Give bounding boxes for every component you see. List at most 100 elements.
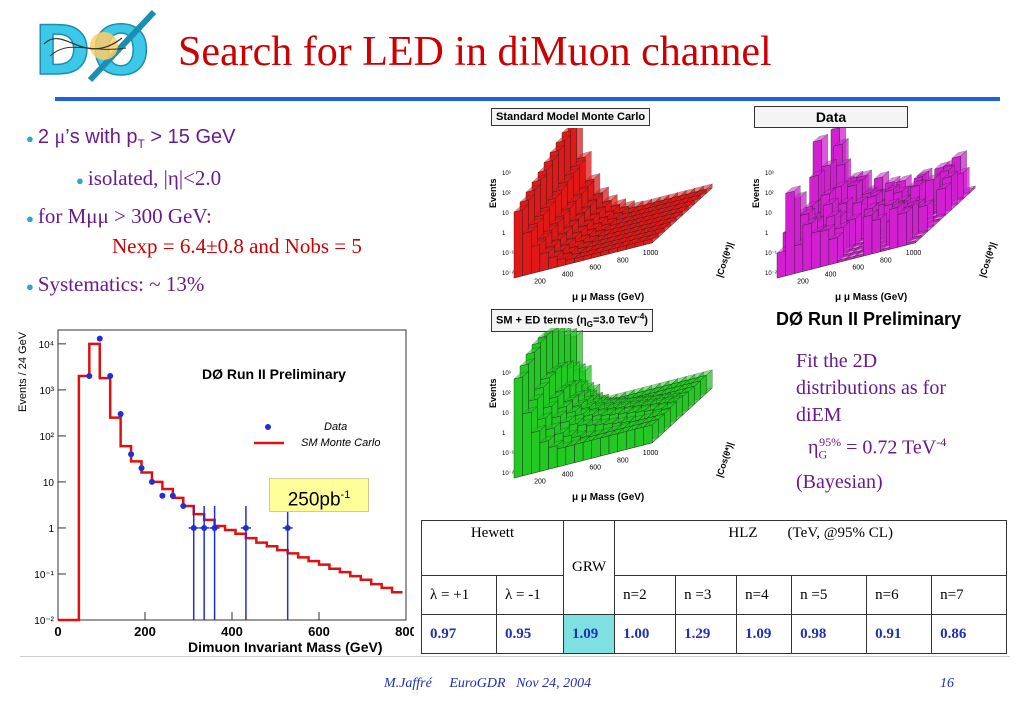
lego-y-label: |Cos(θ*)| xyxy=(714,441,735,479)
lego-bar-top xyxy=(560,237,576,247)
lego-y-label: |Cos(θ*)| xyxy=(977,241,998,279)
lego-bar-top xyxy=(565,252,581,261)
lego-bar-top xyxy=(606,401,622,410)
sub-header: n =5 xyxy=(791,575,868,615)
lego-bar-top xyxy=(643,233,659,242)
data-point xyxy=(128,451,135,458)
lego-z-label: Events xyxy=(488,178,498,208)
lego-bar-top xyxy=(607,211,623,220)
lego-bar-top xyxy=(525,346,541,355)
lego-x-tick: 1000 xyxy=(643,250,659,257)
limit-value: 0.95 xyxy=(496,614,564,654)
y-tick-label: 10⁴ xyxy=(39,340,54,351)
lego-x-label: μ μ Mass (GeV) xyxy=(835,292,907,303)
x-tick-label: 0 xyxy=(54,624,61,639)
lego-x-label: μ μ Mass (GeV) xyxy=(572,292,644,303)
lego-bar-top xyxy=(942,170,958,179)
bullet-icon: ● xyxy=(76,173,84,188)
lego-bar-top xyxy=(545,239,561,248)
lego-bar-top xyxy=(599,210,614,219)
lego-bar-top xyxy=(569,213,585,222)
lego-z-tick: 10³ xyxy=(502,171,511,177)
lego-bar-top xyxy=(939,164,955,173)
lego-bar-top xyxy=(552,184,568,193)
lego-bar-top xyxy=(566,231,582,240)
lego-bar-top xyxy=(513,371,529,380)
lego-x-tick: 400 xyxy=(825,271,837,278)
svg-text:D: D xyxy=(34,12,90,88)
data-point xyxy=(96,335,103,342)
lego-plot-data: Events 10⁻² 10⁻¹ 1 10 10² 10³ 200 400 600 800 1000 μ… xyxy=(751,128,998,303)
lego-bar-top xyxy=(883,198,899,207)
lego-bar xyxy=(811,230,821,270)
lego-bar-top xyxy=(525,184,541,193)
lego-bar xyxy=(918,204,928,235)
lego-bar-top xyxy=(561,128,574,133)
lego-bar xyxy=(548,445,558,470)
lego-bar-top xyxy=(596,200,612,209)
lego-bar-top xyxy=(563,393,579,402)
lego-bar-top xyxy=(803,200,819,209)
lego-bar-top xyxy=(602,194,618,203)
panel-label-sm-ed: SM + ED terms (ηG=3.0 TeV-4) xyxy=(491,309,653,332)
sub-header: n=2 xyxy=(614,575,677,615)
lego-bar-top xyxy=(913,170,929,179)
lego-bar-top xyxy=(560,415,576,424)
lego-z-tick: 10 xyxy=(765,211,772,217)
sub-header: n=6 xyxy=(866,575,933,615)
lego-z-label: Events xyxy=(751,178,761,208)
lego-bar-top xyxy=(643,419,659,428)
slide-title: Search for LED in diMuon channel xyxy=(178,29,772,75)
lego-bar-top xyxy=(836,158,852,167)
lego-bar xyxy=(513,376,523,479)
lego-bar-top xyxy=(862,186,877,196)
lego-bar-top xyxy=(838,196,853,205)
lego-bar-top xyxy=(549,390,565,399)
x-tick-label: 400 xyxy=(221,624,243,639)
lego-bar xyxy=(539,440,549,472)
lego-bar-top xyxy=(567,195,583,204)
lego-bar xyxy=(513,209,523,279)
bullet-icon: ● xyxy=(26,211,34,226)
lego-bar-top xyxy=(581,199,597,208)
lego-bar-top xyxy=(543,154,559,163)
data-point xyxy=(242,524,249,531)
lego-bar-top xyxy=(893,185,909,194)
sub-header: n=7 xyxy=(931,575,1008,615)
lego-bar-top xyxy=(871,213,887,222)
lego-bar-top xyxy=(590,206,606,215)
lego-bar-top xyxy=(601,217,617,226)
lego-bar-top xyxy=(571,430,587,439)
lego-plot-sm-ed: Events 10⁻² 10⁻¹ 1 10 10² 10³ 200 400 600 800 1000 μ… xyxy=(488,328,735,503)
lego-bar-top xyxy=(537,231,553,240)
data-point xyxy=(169,492,176,499)
lego-x-tick: 600 xyxy=(852,264,864,271)
lego-bar-top xyxy=(577,418,593,427)
y-tick-label: 10⁻¹ xyxy=(34,570,54,581)
lego-bar-top xyxy=(583,235,599,244)
lego-bar xyxy=(617,431,627,452)
lego-bar-side xyxy=(951,170,958,211)
bullet-isolated: ● isolated, |η|<2.0 xyxy=(76,166,222,190)
footer-divider xyxy=(20,656,1010,657)
lego-bar-top xyxy=(551,410,567,419)
lego-bar-top xyxy=(575,234,590,243)
lego-bar-top xyxy=(575,407,590,417)
lego-bar xyxy=(531,430,541,474)
mc-histogram-line xyxy=(58,342,403,622)
lego-x-tick: 400 xyxy=(562,271,574,278)
lego-bar-top xyxy=(537,412,553,421)
lego-z-tick: 10⁻² xyxy=(502,471,514,477)
lego-bar-top xyxy=(820,187,836,196)
lego-bar-top xyxy=(545,421,561,431)
lego-bar xyxy=(889,207,899,250)
lego-x-label: μ μ Mass (GeV) xyxy=(572,492,644,503)
lego-z-tick: 10³ xyxy=(502,371,511,377)
data-point xyxy=(138,465,145,472)
lego-bar-top xyxy=(613,206,629,215)
lego-bar-top xyxy=(528,393,544,402)
lego-bar-top xyxy=(546,192,562,201)
dimuon-mass-histogram: 10⁻² 10⁻¹ 1 10 10² 10³ 10⁴ 0 200 400 600 800 DØ Ru… xyxy=(17,329,414,655)
lego-bar-top xyxy=(554,426,570,436)
lego-bar-top xyxy=(583,408,599,417)
